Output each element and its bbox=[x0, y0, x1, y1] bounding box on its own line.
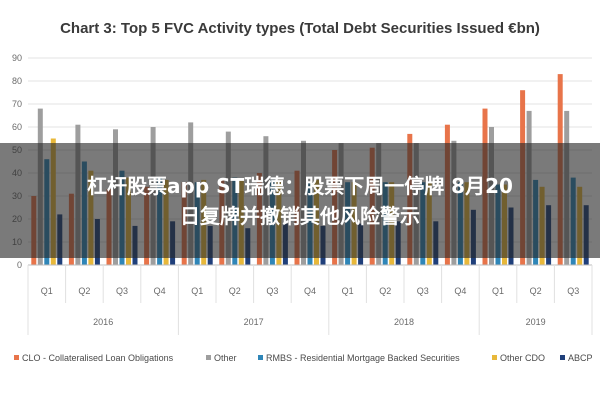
legend-swatch bbox=[492, 355, 497, 360]
x-tick-label: Q4 bbox=[454, 286, 466, 296]
legend-entry: Other bbox=[214, 353, 237, 363]
x-axis: Q1 Q2 Q3 Q4 Q1 Q2 Q3 Q4 Q1 Q2 Q3 Q4 Q1 Q2 Q3 2016 2017 20… bbox=[27, 264, 593, 335]
x-tick-label: Q2 bbox=[530, 286, 542, 296]
x-tick-label: Q1 bbox=[41, 286, 53, 296]
y-tick-label: 0 bbox=[17, 260, 22, 270]
legend-swatch bbox=[206, 355, 211, 360]
headline-banner[interactable]: 杠杆股票app ST瑞德：股票下周一停牌 8月20 日复牌并撤销其他风险警示 bbox=[0, 143, 600, 258]
chart-title: Chart 3: Top 5 FVC Activity types (Total… bbox=[60, 20, 540, 37]
x-tick-label: Q4 bbox=[154, 286, 166, 296]
year-group-label: 2019 bbox=[526, 317, 546, 327]
headline-line-2: 日复牌并撤销其他风险警示 bbox=[180, 203, 420, 228]
year-group-label: 2017 bbox=[244, 317, 264, 327]
legend-entry: CLO - Collateralised Loan Obligations bbox=[22, 353, 174, 363]
x-tick-label: Q1 bbox=[342, 286, 354, 296]
legend: CLO - Collateralised Loan Obligations Oth… bbox=[14, 353, 593, 363]
y-tick-label: 80 bbox=[12, 76, 22, 86]
y-tick-label: 90 bbox=[12, 53, 22, 63]
x-tick-label: Q4 bbox=[304, 286, 316, 296]
x-tick-label: Q2 bbox=[229, 286, 241, 296]
headline-line-1: 杠杆股票app ST瑞德：股票下周一停牌 8月20 bbox=[87, 173, 513, 198]
legend-swatch bbox=[258, 355, 263, 360]
y-tick-label: 60 bbox=[12, 122, 22, 132]
legend-entry: RMBS - Residential Mortgage Backed Secur… bbox=[266, 353, 460, 363]
legend-entry: Other CDO bbox=[500, 353, 545, 363]
x-tick-label: Q2 bbox=[379, 286, 391, 296]
x-tick-label: Q2 bbox=[78, 286, 90, 296]
x-tick-label: Q3 bbox=[116, 286, 128, 296]
x-tick-label: Q1 bbox=[492, 286, 504, 296]
year-group-label: 2016 bbox=[93, 317, 113, 327]
legend-entry: ABCP bbox=[568, 353, 593, 363]
x-tick-label: Q3 bbox=[266, 286, 278, 296]
legend-swatch bbox=[560, 355, 565, 360]
x-tick-label: Q3 bbox=[567, 286, 579, 296]
y-tick-label: 70 bbox=[12, 99, 22, 109]
x-tick-label: Q1 bbox=[191, 286, 203, 296]
year-group-label: 2018 bbox=[394, 317, 414, 327]
legend-swatch bbox=[14, 355, 19, 360]
x-tick-label: Q3 bbox=[417, 286, 429, 296]
